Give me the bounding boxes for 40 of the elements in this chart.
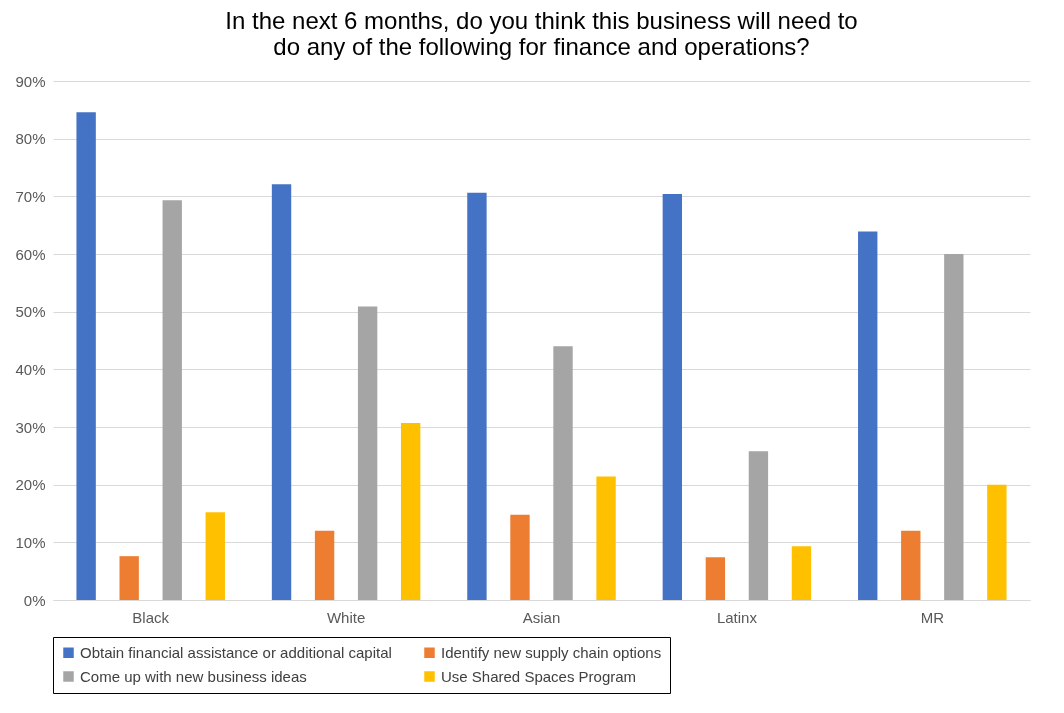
bar [662,194,683,600]
bar [901,530,921,600]
bar [271,184,292,600]
bar [510,514,530,600]
legend-label: Use Shared Spaces Program [441,667,637,685]
y-tick-label: 20% [15,476,46,494]
bar [400,422,421,600]
bar [705,557,726,600]
bar [596,476,616,600]
y-tick-label: 80% [15,130,46,148]
legend-label: Come up with new business ideas [80,667,307,685]
x-tick-label: Asian [522,608,561,626]
y-tick-label: 70% [15,187,46,205]
x-tick-label: Latinx [716,608,758,626]
y-tick-label: 40% [15,360,46,378]
bar [858,231,878,600]
chart-title: In the next 6 months, do you think this business will need to do any of the following for finance and operations? [225,7,858,60]
bar [944,254,964,600]
y-tick-label: 60% [15,245,46,263]
legend-label: Identify new supply chain options [441,643,662,661]
y-tick-label: 10% [15,533,46,551]
bar [791,546,812,600]
bar [553,346,573,600]
bar [119,556,139,600]
bar [987,484,1007,600]
bar [162,200,182,600]
bar [748,451,769,600]
bar [76,112,96,600]
bar [357,306,378,600]
y-tick-label: 90% [15,72,46,90]
x-tick-label: White [326,608,366,626]
legend-label: Obtain financial assistance or additional capital [80,643,392,661]
y-tick-label: 30% [15,418,46,436]
bar [314,530,335,600]
bar [467,192,487,600]
y-tick-label: 0% [23,591,46,609]
x-tick-label: Black [132,608,170,626]
y-tick-label: 50% [15,303,46,321]
bar [205,512,225,600]
x-tick-label: MR [920,608,945,626]
